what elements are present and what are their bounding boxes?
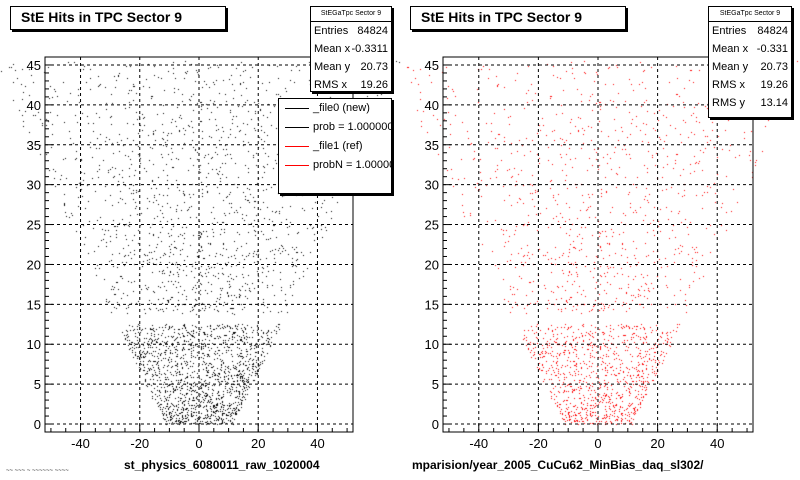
y-tick-label: 40 xyxy=(27,98,41,113)
x-tick-label: -20 xyxy=(529,436,548,451)
x-tick-label: -20 xyxy=(130,436,149,451)
legend-line-red xyxy=(285,146,309,147)
y-tick-label: 5 xyxy=(34,377,41,392)
y-tick-label: 25 xyxy=(27,218,41,233)
y-tick-label: 25 xyxy=(425,218,439,233)
stats-row: RMS x 19.26 xyxy=(314,79,388,91)
y-tick-label: 15 xyxy=(27,297,41,312)
left-x-axis-label: st_physics_6080011_raw_1020004 xyxy=(124,458,320,472)
y-tick-label: 30 xyxy=(425,178,439,193)
legend-line-black xyxy=(285,127,309,128)
y-tick-label: 45 xyxy=(425,58,439,73)
stats-row: RMS y 13.14 xyxy=(712,97,788,109)
left-plot-title: StE Hits in TPC Sector 9 xyxy=(10,6,226,30)
x-tick-label: 20 xyxy=(251,436,265,451)
y-tick-label: 0 xyxy=(432,417,439,432)
y-tick-label: 35 xyxy=(27,138,41,153)
legend-entry: _file1 (ref) xyxy=(279,137,391,156)
legend-entry: _file0 (new) xyxy=(279,99,391,118)
legend-line-red xyxy=(285,165,309,166)
right-stats-box: StEGaTpc Sector 9 Entries 84824 Mean x -0.… xyxy=(708,6,792,118)
y-tick-label: 10 xyxy=(27,337,41,352)
right-plot-title: StE Hits in TPC Sector 9 xyxy=(410,6,626,30)
x-tick-label: 20 xyxy=(650,436,664,451)
x-tick-label: 0 xyxy=(195,436,202,451)
right-x-axis-label: mparision/year_2005_CuCu62_MinBias_daq_s… xyxy=(412,458,704,472)
y-tick-label: 0 xyxy=(34,417,41,432)
y-tick-label: 20 xyxy=(27,257,41,272)
stats-row: Mean x -0.3311 xyxy=(314,43,388,55)
y-tick-label: 35 xyxy=(425,138,439,153)
legend-entry: probN = 1.000000 xyxy=(279,156,391,175)
x-tick-label: -40 xyxy=(71,436,90,451)
x-tick-label: 40 xyxy=(710,436,724,451)
x-tick-label: -40 xyxy=(469,436,488,451)
stats-header: StEGaTpc Sector 9 xyxy=(311,7,391,22)
y-tick-label: 40 xyxy=(425,98,439,113)
stats-row: Mean y 20.73 xyxy=(712,61,788,73)
y-tick-label: 45 xyxy=(27,58,41,73)
stats-row: Mean x -0.331 xyxy=(712,43,788,55)
x-tick-label: 0 xyxy=(594,436,601,451)
y-tick-label: 5 xyxy=(432,377,439,392)
footnote: ~~ ~~~ ~ ~~~~~~ ~~~~ xyxy=(6,468,69,474)
stats-row: Entries 84824 xyxy=(314,25,388,37)
stats-row: Mean y 20.73 xyxy=(314,61,388,73)
legend-line-black xyxy=(285,108,309,109)
y-tick-label: 30 xyxy=(27,178,41,193)
x-tick-label: 40 xyxy=(310,436,324,451)
y-tick-label: 10 xyxy=(425,337,439,352)
legend-entry: prob = 1.000000 xyxy=(279,118,391,137)
stats-row: Entries 84824 xyxy=(712,25,788,37)
left-stats-box: StEGaTpc Sector 9 Entries 84824 Mean x -0.… xyxy=(310,6,392,92)
y-tick-label: 15 xyxy=(425,297,439,312)
y-tick-label: 20 xyxy=(425,257,439,272)
stats-header: StEGaTpc Sector 9 xyxy=(709,7,791,22)
stats-row: RMS x 19.26 xyxy=(712,79,788,91)
left-legend: _file0 (new) prob = 1.000000 _file1 (ref… xyxy=(278,98,392,194)
